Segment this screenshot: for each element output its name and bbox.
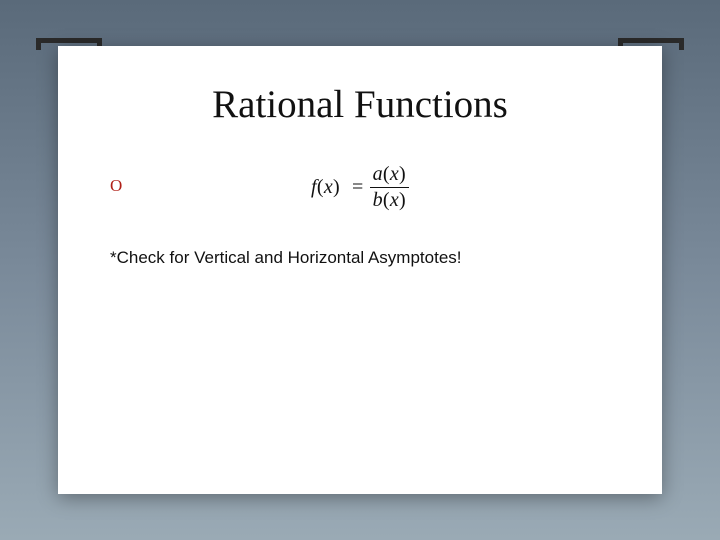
- formula-num-fn: a: [373, 163, 383, 185]
- slide-card: Rational Functions O f(x) = a(x) b(x) *C…: [58, 46, 662, 494]
- formula-numerator: a(x): [370, 164, 409, 185]
- formula-lhs-arg: x: [324, 176, 333, 198]
- asymptote-note: *Check for Vertical and Horizontal Asymp…: [110, 248, 462, 268]
- formula-lhs: f(x): [311, 176, 340, 199]
- formula-denominator: b(x): [370, 190, 409, 211]
- formula-fraction: a(x) b(x): [370, 164, 409, 211]
- formula-num-arg: x: [390, 163, 399, 185]
- formula: f(x) = a(x) b(x): [58, 164, 662, 211]
- formula-equals: =: [352, 176, 364, 199]
- formula-den-arg: x: [390, 189, 399, 211]
- formula-den-fn: b: [373, 189, 383, 211]
- slide-title: Rational Functions: [58, 82, 662, 127]
- fraction-bar: [370, 187, 409, 188]
